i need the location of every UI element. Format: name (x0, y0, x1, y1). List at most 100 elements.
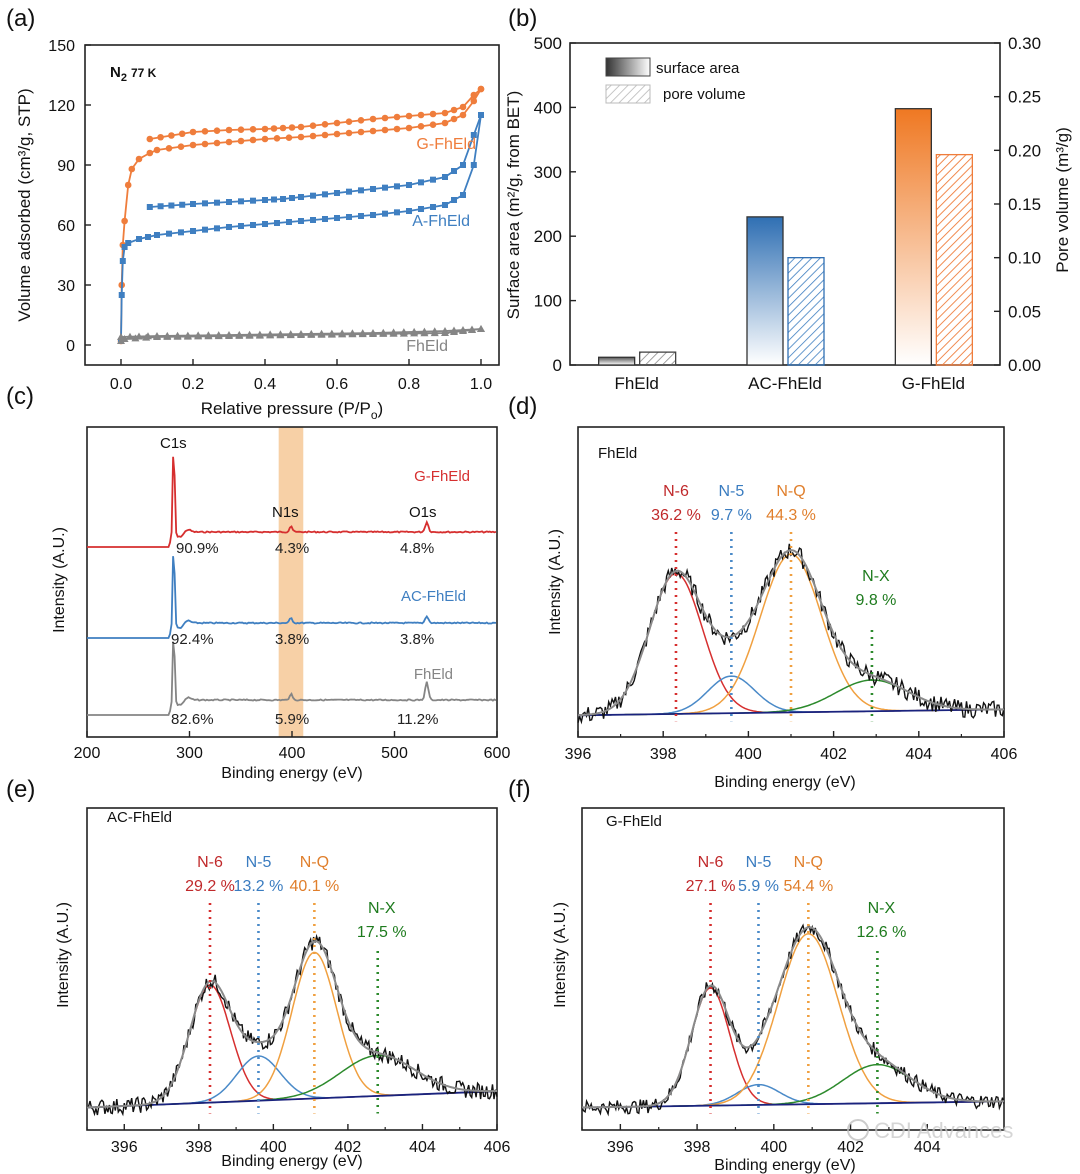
data-point (165, 145, 173, 152)
x-tick-label-0.2: 0.2 (182, 376, 204, 393)
data-point (153, 332, 161, 339)
data-point (238, 198, 244, 205)
data-point (338, 329, 347, 337)
survey-label-g-fheld: G-FhEld (414, 468, 470, 485)
data-point (393, 113, 401, 121)
x-tick-label-500: 500 (381, 745, 408, 762)
data-point (225, 138, 233, 146)
data-point (279, 124, 287, 132)
data-point (153, 146, 161, 154)
data-point (429, 121, 437, 128)
g-fheld-n1s-percent: 4.3% (275, 540, 309, 557)
fheld-n1s-percent: 5.9% (275, 711, 309, 728)
data-point (249, 126, 257, 133)
data-point (194, 331, 203, 339)
fit-envelope-line (581, 926, 1004, 1109)
panel-c-survey: (c) 200 300 400 500 600 C1s N1s O1s G-FhEld … (6, 383, 510, 782)
data-point (280, 196, 286, 202)
peak-label-c1s: C1s (160, 435, 187, 452)
panel-a-x-ticks: 0.0 0.2 0.4 0.6 0.8 1.0 (110, 359, 492, 393)
label-N-X: N-X (368, 900, 396, 917)
data-point (286, 330, 295, 338)
data-point (346, 214, 352, 220)
panel-e-plot: 396 398 400 402 404 406 N-6 29.2 % N-5 13.2 % N-Q 4… (86, 807, 510, 1156)
panel-d-label: (d) (508, 393, 537, 420)
panel-f-xlabel: Binding energy (eV) (714, 1157, 855, 1174)
x-tick-label-402: 402 (837, 1139, 864, 1156)
left-tick-label-300: 300 (534, 163, 562, 182)
percent-N-5: 5.9 % (738, 878, 779, 895)
x-tick-label-200: 200 (74, 745, 101, 762)
data-point (245, 330, 254, 338)
right-tick-label-0.2: 0.20 (1008, 141, 1041, 160)
panel-e-frame (86, 807, 498, 1131)
panel-a-label: (a) (6, 5, 35, 32)
data-point (470, 97, 478, 105)
x-tick-label-398: 398 (185, 1139, 212, 1156)
panel-d-ylabel: Intensity (A.U.) (547, 529, 564, 635)
data-point (136, 236, 142, 242)
x-tick-label-1: 1.0 (470, 376, 492, 393)
left-tick-label-100: 100 (534, 292, 562, 311)
bar-pore-volume-AC-FhEld (787, 257, 825, 366)
x-tick-label-404: 404 (914, 1139, 941, 1156)
data-point (289, 195, 295, 201)
panel-c-xlabel: Binding energy (eV) (221, 765, 362, 782)
data-point (120, 335, 129, 342)
series-G-FhEld (117, 85, 485, 345)
right-tick-label-0.3: 0.30 (1008, 34, 1041, 53)
panel-f-frame (581, 807, 1005, 1131)
data-point (297, 133, 305, 141)
data-point (117, 333, 125, 340)
peak-label-n1s: N1s (272, 504, 299, 521)
y-tick-label-120: 120 (48, 98, 75, 115)
data-point (357, 128, 365, 136)
data-point (173, 331, 182, 339)
data-point (358, 329, 367, 337)
data-point (238, 223, 244, 229)
data-point (166, 230, 172, 237)
data-point (345, 129, 353, 137)
data-point (410, 327, 419, 335)
data-point (334, 215, 340, 221)
data-point (261, 125, 269, 133)
panel-a-frame (84, 44, 500, 366)
label-N-Q: N-Q (300, 854, 329, 871)
panel-c-series (87, 456, 497, 716)
data-point (322, 216, 328, 222)
data-point (379, 328, 388, 336)
data-point (399, 328, 408, 336)
x-tick-label-396: 396 (607, 1139, 634, 1156)
data-point (381, 114, 389, 122)
data-point (270, 125, 278, 132)
data-point (358, 213, 364, 219)
component-N-Q (86, 951, 498, 1109)
label-N-6: N-6 (698, 854, 724, 871)
data-point (358, 187, 364, 194)
panel-f-sample: G-FhEld (606, 813, 662, 830)
raw-spectrum-line (577, 543, 1005, 725)
data-point (459, 103, 467, 111)
data-point (121, 244, 128, 250)
legend-swatch-pore-volume (605, 84, 651, 104)
x-tick-label-404: 404 (905, 746, 932, 763)
right-tick-label-0.05: 0.05 (1008, 302, 1041, 321)
data-point (369, 329, 377, 336)
fheld-c1s-percent: 82.6% (171, 711, 214, 728)
bar-surface-area-G-FhEld (894, 108, 932, 366)
label-N-X: N-X (868, 900, 896, 917)
panel-b-y-ticks: 0 100 200 300 400 500 0.00 0.05 0.10 0.15 0.20 0.25… (534, 34, 1041, 375)
data-point (237, 137, 245, 145)
left-tick-label-400: 400 (534, 98, 562, 117)
label-N-6: N-6 (663, 483, 689, 500)
legend-swatch-surface-area (605, 57, 651, 77)
data-point (451, 197, 457, 203)
g-fheld-o1s-percent: 4.8% (400, 540, 434, 557)
data-point (286, 219, 292, 225)
percent-N-6: 27.1 % (686, 878, 736, 895)
panel-b-bar-group: FhEld AC-FhEld G-FhEld (598, 108, 973, 393)
data-point (225, 331, 233, 338)
data-point (179, 201, 186, 208)
label-N-Q: N-Q (776, 483, 805, 500)
